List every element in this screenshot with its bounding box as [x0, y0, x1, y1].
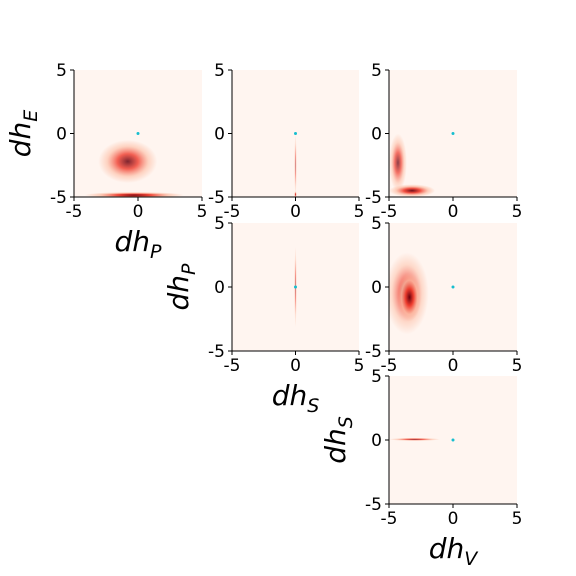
x-axis-label: dhS	[272, 379, 320, 417]
density-blob	[389, 184, 436, 197]
y-tick-label: 0	[371, 125, 382, 145]
x-tick-label: -5	[381, 356, 398, 376]
x-tick-label: 0	[290, 202, 301, 222]
x-tick-label: 0	[133, 202, 144, 222]
y-tick-label: -5	[365, 495, 382, 515]
x-tick-label: 0	[448, 356, 459, 376]
panel-dhP-dhE: -5 0 5 -5 0 5 dhP dhE	[4, 61, 207, 263]
y-tick-label: 5	[371, 61, 382, 81]
x-tick-label: 5	[512, 356, 523, 376]
y-axis-label: dhP	[162, 263, 200, 311]
panel-dhV-dhS: -5 0 5 -5 0 5 dhV dhS	[319, 367, 522, 570]
y-tick-label: 0	[214, 125, 225, 145]
density-blob	[397, 272, 422, 322]
y-tick-label: 0	[56, 125, 67, 145]
density-blob	[389, 133, 407, 192]
x-tick-label: 0	[290, 356, 301, 376]
y-tick-label: -5	[208, 188, 225, 208]
x-tick-label: -5	[381, 202, 398, 222]
y-tick-label: 5	[56, 61, 67, 81]
y-axis-label: dhS	[319, 416, 357, 464]
density-blob	[98, 139, 158, 184]
panel-dhS-dhE: -5 0 5 -5 0 5	[208, 61, 364, 222]
y-tick-label: 5	[371, 367, 382, 387]
true-value-marker	[136, 132, 140, 135]
density-blob	[389, 437, 441, 441]
panel-dhV-dhE: -5 0 5 -5 0 5	[365, 61, 522, 222]
panel-dhS-dhP: -5 0 5 -5 0 5 dhS dhP	[162, 214, 364, 417]
x-tick-label: 5	[354, 202, 365, 222]
y-tick-label: 5	[371, 214, 382, 234]
panel-dhV-dhP: -5 0 5 -5 0 5	[365, 214, 522, 376]
x-tick-label: -5	[224, 202, 241, 222]
y-tick-label: 0	[214, 278, 225, 298]
x-tick-label: 0	[448, 202, 459, 222]
y-tick-label: -5	[365, 188, 382, 208]
y-tick-label: -5	[208, 342, 225, 362]
true-value-marker	[451, 438, 455, 442]
x-tick-label: 5	[512, 509, 523, 529]
y-tick-label: 0	[371, 278, 382, 298]
y-axis-label: dhE	[4, 110, 42, 158]
x-tick-label: 5	[197, 202, 208, 222]
density-blob	[84, 191, 185, 197]
true-value-marker	[451, 132, 455, 135]
y-tick-label: -5	[365, 342, 382, 362]
x-axis-label: dhP	[115, 225, 163, 263]
x-tick-label: 0	[448, 509, 459, 529]
x-tick-label: 5	[512, 202, 523, 222]
density-blob	[294, 191, 297, 197]
x-tick-label: 5	[354, 356, 365, 376]
y-tick-label: 5	[214, 61, 225, 81]
x-tick-label: -5	[224, 356, 241, 376]
true-value-marker	[451, 285, 455, 289]
y-tick-label: 5	[214, 214, 225, 234]
true-value-marker	[294, 285, 297, 289]
x-tick-label: -5	[381, 509, 398, 529]
x-tick-label: -5	[66, 202, 83, 222]
y-tick-label: -5	[50, 188, 67, 208]
density-blob	[294, 133, 297, 197]
x-axis-label: dhV	[429, 532, 480, 570]
y-tick-label: 0	[371, 431, 382, 451]
true-value-marker	[294, 132, 297, 135]
